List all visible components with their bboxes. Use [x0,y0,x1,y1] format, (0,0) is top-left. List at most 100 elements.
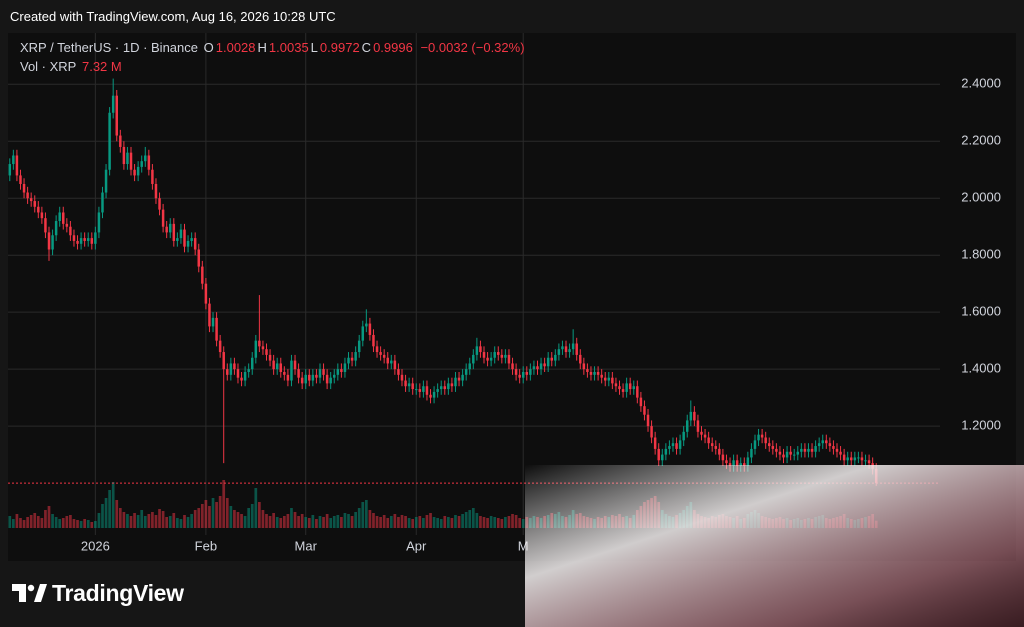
volume-bar [218,496,222,528]
ohlc-value: 0.9996 [373,40,413,55]
volume-bar [361,502,365,528]
volume-bar [44,510,47,528]
candle-body [625,383,628,392]
candle-body [568,349,571,353]
candle-body [782,454,785,458]
volume-value: 7.32 M [81,59,122,74]
candle-body [472,354,475,364]
candle-body [689,411,693,421]
candle-body [179,229,183,239]
candle-body [778,451,782,455]
candle-body [675,443,678,449]
candle-body [101,192,104,213]
candle-body [768,443,771,447]
volume-bar [375,516,379,528]
volume-bar [193,510,197,528]
candle-body [8,164,12,176]
candle-body [728,463,732,466]
candle-body [108,112,111,170]
volume-bar [471,508,475,528]
candle-body [168,223,172,233]
candle-body [482,352,486,358]
candle-body [611,377,614,384]
volume-bar [22,520,26,528]
candle-body [796,451,800,455]
volume-bar [332,516,336,528]
volume-bar [389,516,393,528]
candle-body [664,448,668,455]
candle-body [536,366,539,370]
candle-body [821,440,824,444]
candle-body [236,369,240,378]
candle-body [418,389,422,392]
candle-body [226,369,229,375]
candle-body [197,249,201,267]
change: −0.0032 (−0.32%) [420,40,525,55]
candle-body [639,397,643,407]
brand: TradingView [52,580,184,606]
candle-body [37,206,40,213]
y-tick-label: 1.6000 [961,304,1001,319]
candle-body [618,386,621,390]
volume-bar [322,517,325,528]
volume-bar [183,515,186,528]
volume-bar [343,513,347,528]
candle-body [254,340,258,358]
volume-bar [275,517,279,528]
volume-bar [19,518,22,528]
candle-body [432,391,436,398]
ohlc-value: 1.0028 [215,40,256,55]
legend-row: XRP / TetherUS · 1D · Binance O 1.0028 H 1.… [20,40,527,55]
volume-bar [282,516,286,528]
candle-body [268,354,272,361]
volume-bar [422,518,425,528]
volume-bar [425,515,429,528]
candle-body [261,346,265,350]
candle-body [144,155,147,162]
volume-bar [126,514,129,528]
candle-body [554,354,557,361]
volume-bar [101,504,104,528]
candle-body [525,371,529,375]
candle-body [532,366,536,370]
candle-body [571,343,575,350]
candle-body [115,95,118,136]
candle-body [661,454,664,461]
volume-bar [79,521,83,528]
volume-bar [108,490,111,528]
candle-body [29,198,33,202]
candle-body [603,377,607,381]
candle-body [429,394,432,398]
volume-bar [521,519,525,528]
candle-body [825,440,828,444]
candle-body [764,437,767,444]
volume-bar [97,513,101,528]
candle-body [850,457,853,461]
candle-body [732,460,735,466]
volume-bar [211,498,215,528]
candle-body [372,334,375,347]
volume-bar [133,513,136,528]
volume-bar [504,517,507,528]
volume-bar [208,506,211,528]
candle-body [447,383,450,390]
volume-bar [240,514,243,528]
candle-body [789,451,792,455]
volume-bar [432,517,436,528]
volume-bar [300,514,304,528]
candle-body [86,238,90,241]
volume-bar [86,520,90,528]
candle-body [229,363,233,375]
candle-body [678,440,682,449]
volume-bar [464,512,468,528]
volume-bar [118,508,122,528]
candle-body [464,369,468,375]
volume-bar [354,512,357,528]
candle-body [361,326,365,341]
candle-body [643,406,646,415]
volume-bar [151,512,154,528]
candle-body [682,431,685,441]
volume-bar [26,517,29,528]
candle-body [846,457,849,461]
candle-body [685,420,689,432]
